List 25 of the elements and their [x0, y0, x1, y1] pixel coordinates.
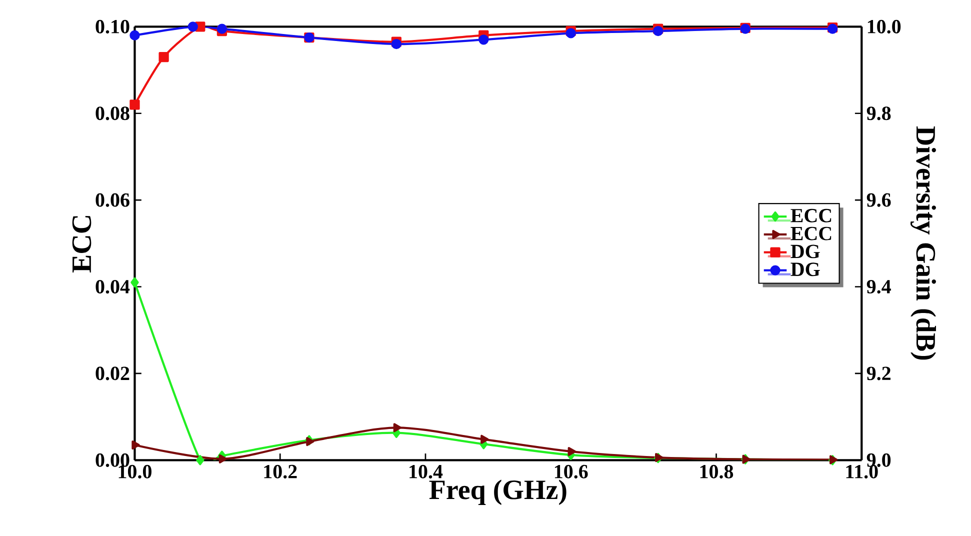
x-tick-label: 10.4 [410, 464, 443, 478]
y2-axis-title: Diversity Gain (dB) [910, 126, 936, 360]
y2-tick-label: 10.0 [868, 20, 901, 34]
y-tick-label: 0.10 [96, 20, 130, 34]
y2-tick-label: 9.4 [866, 280, 891, 294]
y-tick-label: 0.02 [96, 366, 130, 380]
y-tick-label: 0.08 [96, 106, 130, 120]
y2-tick-label: 9.6 [866, 193, 891, 207]
x-tick-label: 10.6 [554, 464, 588, 478]
legend-label: DG [790, 262, 820, 276]
x-tick-label: 11.0 [846, 464, 878, 478]
legend-label: DG [790, 244, 820, 258]
y-tick-label: 0.00 [96, 453, 130, 467]
legend-label: ECC [790, 208, 832, 222]
x-tick-label: 10.2 [264, 464, 297, 478]
y2-tick-label: 9.2 [866, 366, 890, 380]
x-tick-label: 10.8 [700, 464, 734, 478]
y-tick-label: 0.06 [96, 193, 130, 207]
y-tick-label: 0.04 [96, 280, 130, 294]
y-axis-title: ECC [72, 216, 92, 272]
y2-tick-label: 9.0 [866, 453, 891, 467]
x-tick-label: 10.0 [118, 464, 152, 478]
x-axis-title: Freq (GHz) [429, 480, 566, 505]
y2-tick-label: 9.8 [866, 106, 891, 120]
legend-label: ECC [790, 226, 832, 240]
